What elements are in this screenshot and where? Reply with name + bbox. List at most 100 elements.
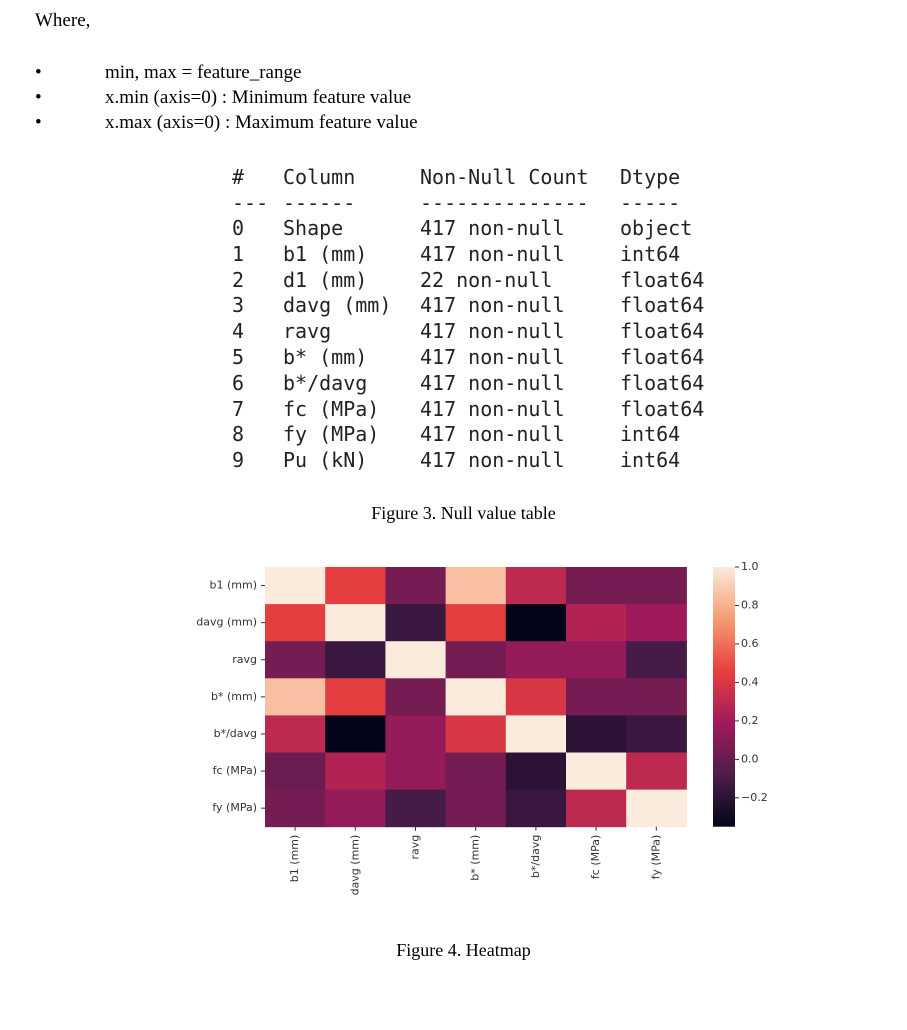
table-cell: 417 non-null	[420, 448, 565, 473]
heatmap-cell	[626, 752, 687, 791]
table-cell: int64	[620, 422, 681, 447]
heatmap-cell	[566, 567, 627, 605]
table-cell: 22 non-null	[420, 267, 553, 292]
x-tick-label: ravg	[409, 835, 422, 860]
y-tick-label: fy (MPa)	[212, 801, 257, 814]
table-cell: ravg	[283, 319, 332, 344]
y-tick-label: b* (mm)	[211, 690, 257, 703]
heatmap-cell	[385, 567, 447, 605]
x-tick-label: b1 (mm)	[288, 835, 301, 883]
heatmap-cell	[325, 567, 386, 605]
table-cell: ------	[283, 191, 356, 215]
caption: Figure 4. Heatmap	[396, 940, 531, 960]
table-cell: Non-Null Count	[420, 165, 589, 189]
heatmap-cell	[265, 641, 326, 679]
colorbar-tick-label: 1.0	[741, 560, 759, 573]
heatmap-cell	[385, 715, 447, 753]
bullet: x.min (axis=0) : Minimum feature value	[35, 87, 411, 109]
table-cell: 417 non-null	[420, 370, 565, 395]
bullet: x.max (axis=0) : Maximum feature value	[35, 112, 417, 134]
y-tick-label: ravg	[232, 653, 257, 666]
table-cell: -----	[620, 191, 681, 215]
heatmap-cell	[566, 604, 627, 642]
heatmap-cell	[265, 715, 326, 753]
heatmap-cell	[445, 567, 507, 605]
heatmap-cell	[385, 678, 447, 716]
table-cell: d1 (mm)	[283, 267, 368, 292]
heatmap-cell	[626, 641, 687, 679]
y-tick-label: davg (mm)	[196, 616, 257, 629]
heatmap-cell	[626, 678, 687, 716]
colorbar-tick-label: 0.4	[741, 675, 759, 688]
x-tick-label: davg (mm)	[348, 835, 361, 896]
table-cell: --------------	[420, 191, 589, 215]
table-cell: b* (mm)	[283, 345, 368, 369]
table-cell: b*/davg	[283, 370, 368, 395]
bullet: min, max = feature_range	[35, 62, 302, 84]
table-cell: 417 non-null	[420, 293, 565, 318]
table-cell: float64	[620, 370, 705, 395]
table-cell: Shape	[283, 216, 344, 240]
x-tick-label: b*/davg	[529, 835, 542, 878]
table-cell: b1 (mm)	[283, 241, 368, 266]
heatmap-cell	[505, 567, 567, 605]
heatmap-cell	[265, 789, 326, 828]
caption: Figure 3. Null value table	[371, 503, 556, 523]
table-cell: 4	[232, 319, 245, 344]
table-cell: 0	[232, 216, 245, 240]
table-cell: 417 non-null	[420, 345, 565, 369]
heatmap-cell	[505, 604, 567, 642]
table-cell: 5	[232, 345, 245, 369]
table-cell: fy (MPa)	[283, 422, 380, 447]
heatmap-cell	[505, 678, 567, 716]
table-cell: Column	[283, 165, 356, 189]
table-cell: Pu (kN)	[283, 448, 368, 473]
heatmap-cell	[626, 789, 687, 828]
heatmap-cell	[626, 715, 687, 753]
table-cell: 417 non-null	[420, 422, 565, 447]
heatmap-cell	[445, 752, 507, 791]
table-cell: float64	[620, 293, 705, 318]
heatmap-cell	[445, 604, 507, 642]
heatmap-cell	[566, 641, 627, 679]
x-tick-label: fc (MPa)	[589, 835, 602, 879]
colorbar-tick-label: 0.8	[741, 598, 759, 611]
heatmap-cell	[505, 752, 567, 791]
y-tick-label: fc (MPa)	[213, 764, 257, 777]
table-cell: 7	[232, 396, 245, 421]
colorbar-tick-label: 0.2	[741, 714, 759, 727]
y-tick-label: b*/davg	[214, 727, 257, 740]
heatmap-cell	[265, 567, 326, 605]
heatmap-cell	[505, 715, 567, 753]
heatmap-cell	[265, 604, 326, 642]
heatmap-cell	[385, 604, 447, 642]
heatmap-cell	[626, 604, 687, 642]
heatmap-cell	[566, 678, 627, 716]
table-cell: 1	[232, 241, 245, 266]
heatmap-cell	[445, 678, 507, 716]
table-cell: davg (mm)	[283, 293, 392, 318]
heatmap-cell	[505, 789, 567, 828]
heatmap-cell	[325, 752, 386, 791]
heatmap-cell	[325, 641, 386, 679]
table-cell: object	[620, 216, 693, 240]
table-cell: 417 non-null	[420, 396, 565, 421]
heatmap-cell	[505, 641, 567, 679]
colorbar-tick-label: 0.6	[741, 637, 759, 650]
x-tick-label: fy (MPa)	[649, 835, 662, 880]
table-cell: fc (MPa)	[283, 396, 380, 421]
heatmap-cell	[325, 789, 386, 828]
table-cell: 3	[232, 293, 245, 318]
heatmap-cell	[445, 789, 507, 828]
heatmap-cell	[385, 641, 447, 679]
table-cell: 6	[232, 370, 245, 395]
table-cell: float64	[620, 319, 705, 344]
heatmap-cell	[445, 641, 507, 679]
heatmap-cell	[385, 752, 447, 791]
table-cell: 417 non-null	[420, 216, 565, 240]
heatmap-cell	[566, 715, 627, 753]
heatmap-cell	[265, 752, 326, 791]
colorbar	[713, 567, 735, 827]
table-cell: #	[232, 165, 245, 189]
